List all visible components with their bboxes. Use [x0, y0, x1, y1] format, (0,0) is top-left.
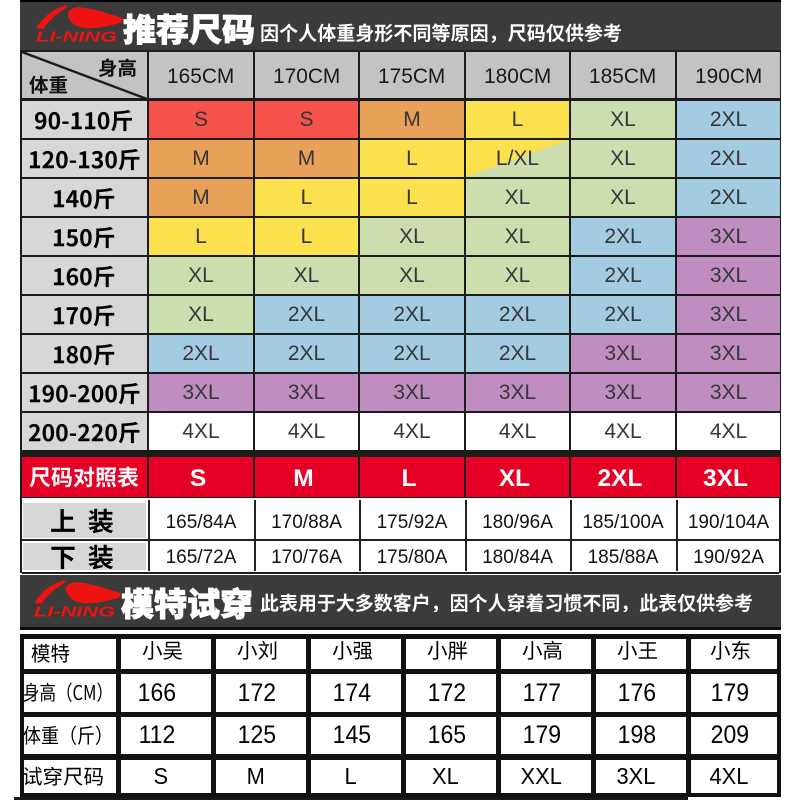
- svg-text:LI-NING: LI-NING: [36, 30, 117, 46]
- svg-text:LI-NING: LI-NING: [34, 605, 115, 621]
